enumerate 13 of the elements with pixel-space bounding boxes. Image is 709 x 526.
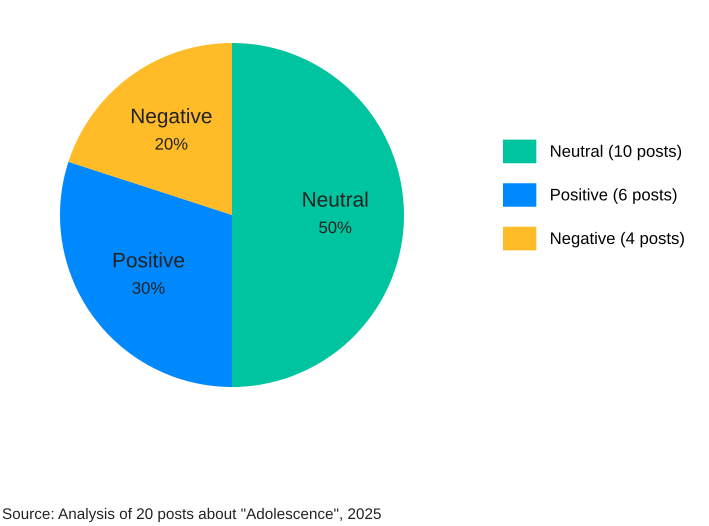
text: Negative [132,108,212,128]
data-label: 50% [319,221,352,234]
pie-slice [60,162,232,387]
pie-slice [232,43,404,387]
pie-slice [68,43,232,215]
legend-label: Positive (6 posts) [551,188,676,204]
data-label: 20% [156,138,188,150]
legend-label: Negative (4 posts) [551,232,684,248]
text: Neutral [303,192,368,207]
data-label: 30% [132,282,165,294]
legend-label: Neutral (10 posts) [551,144,682,160]
text: Positive [114,252,184,268]
source-note: Source: Analysis of 20 posts about "Adolescence", 2025 [2,508,381,522]
